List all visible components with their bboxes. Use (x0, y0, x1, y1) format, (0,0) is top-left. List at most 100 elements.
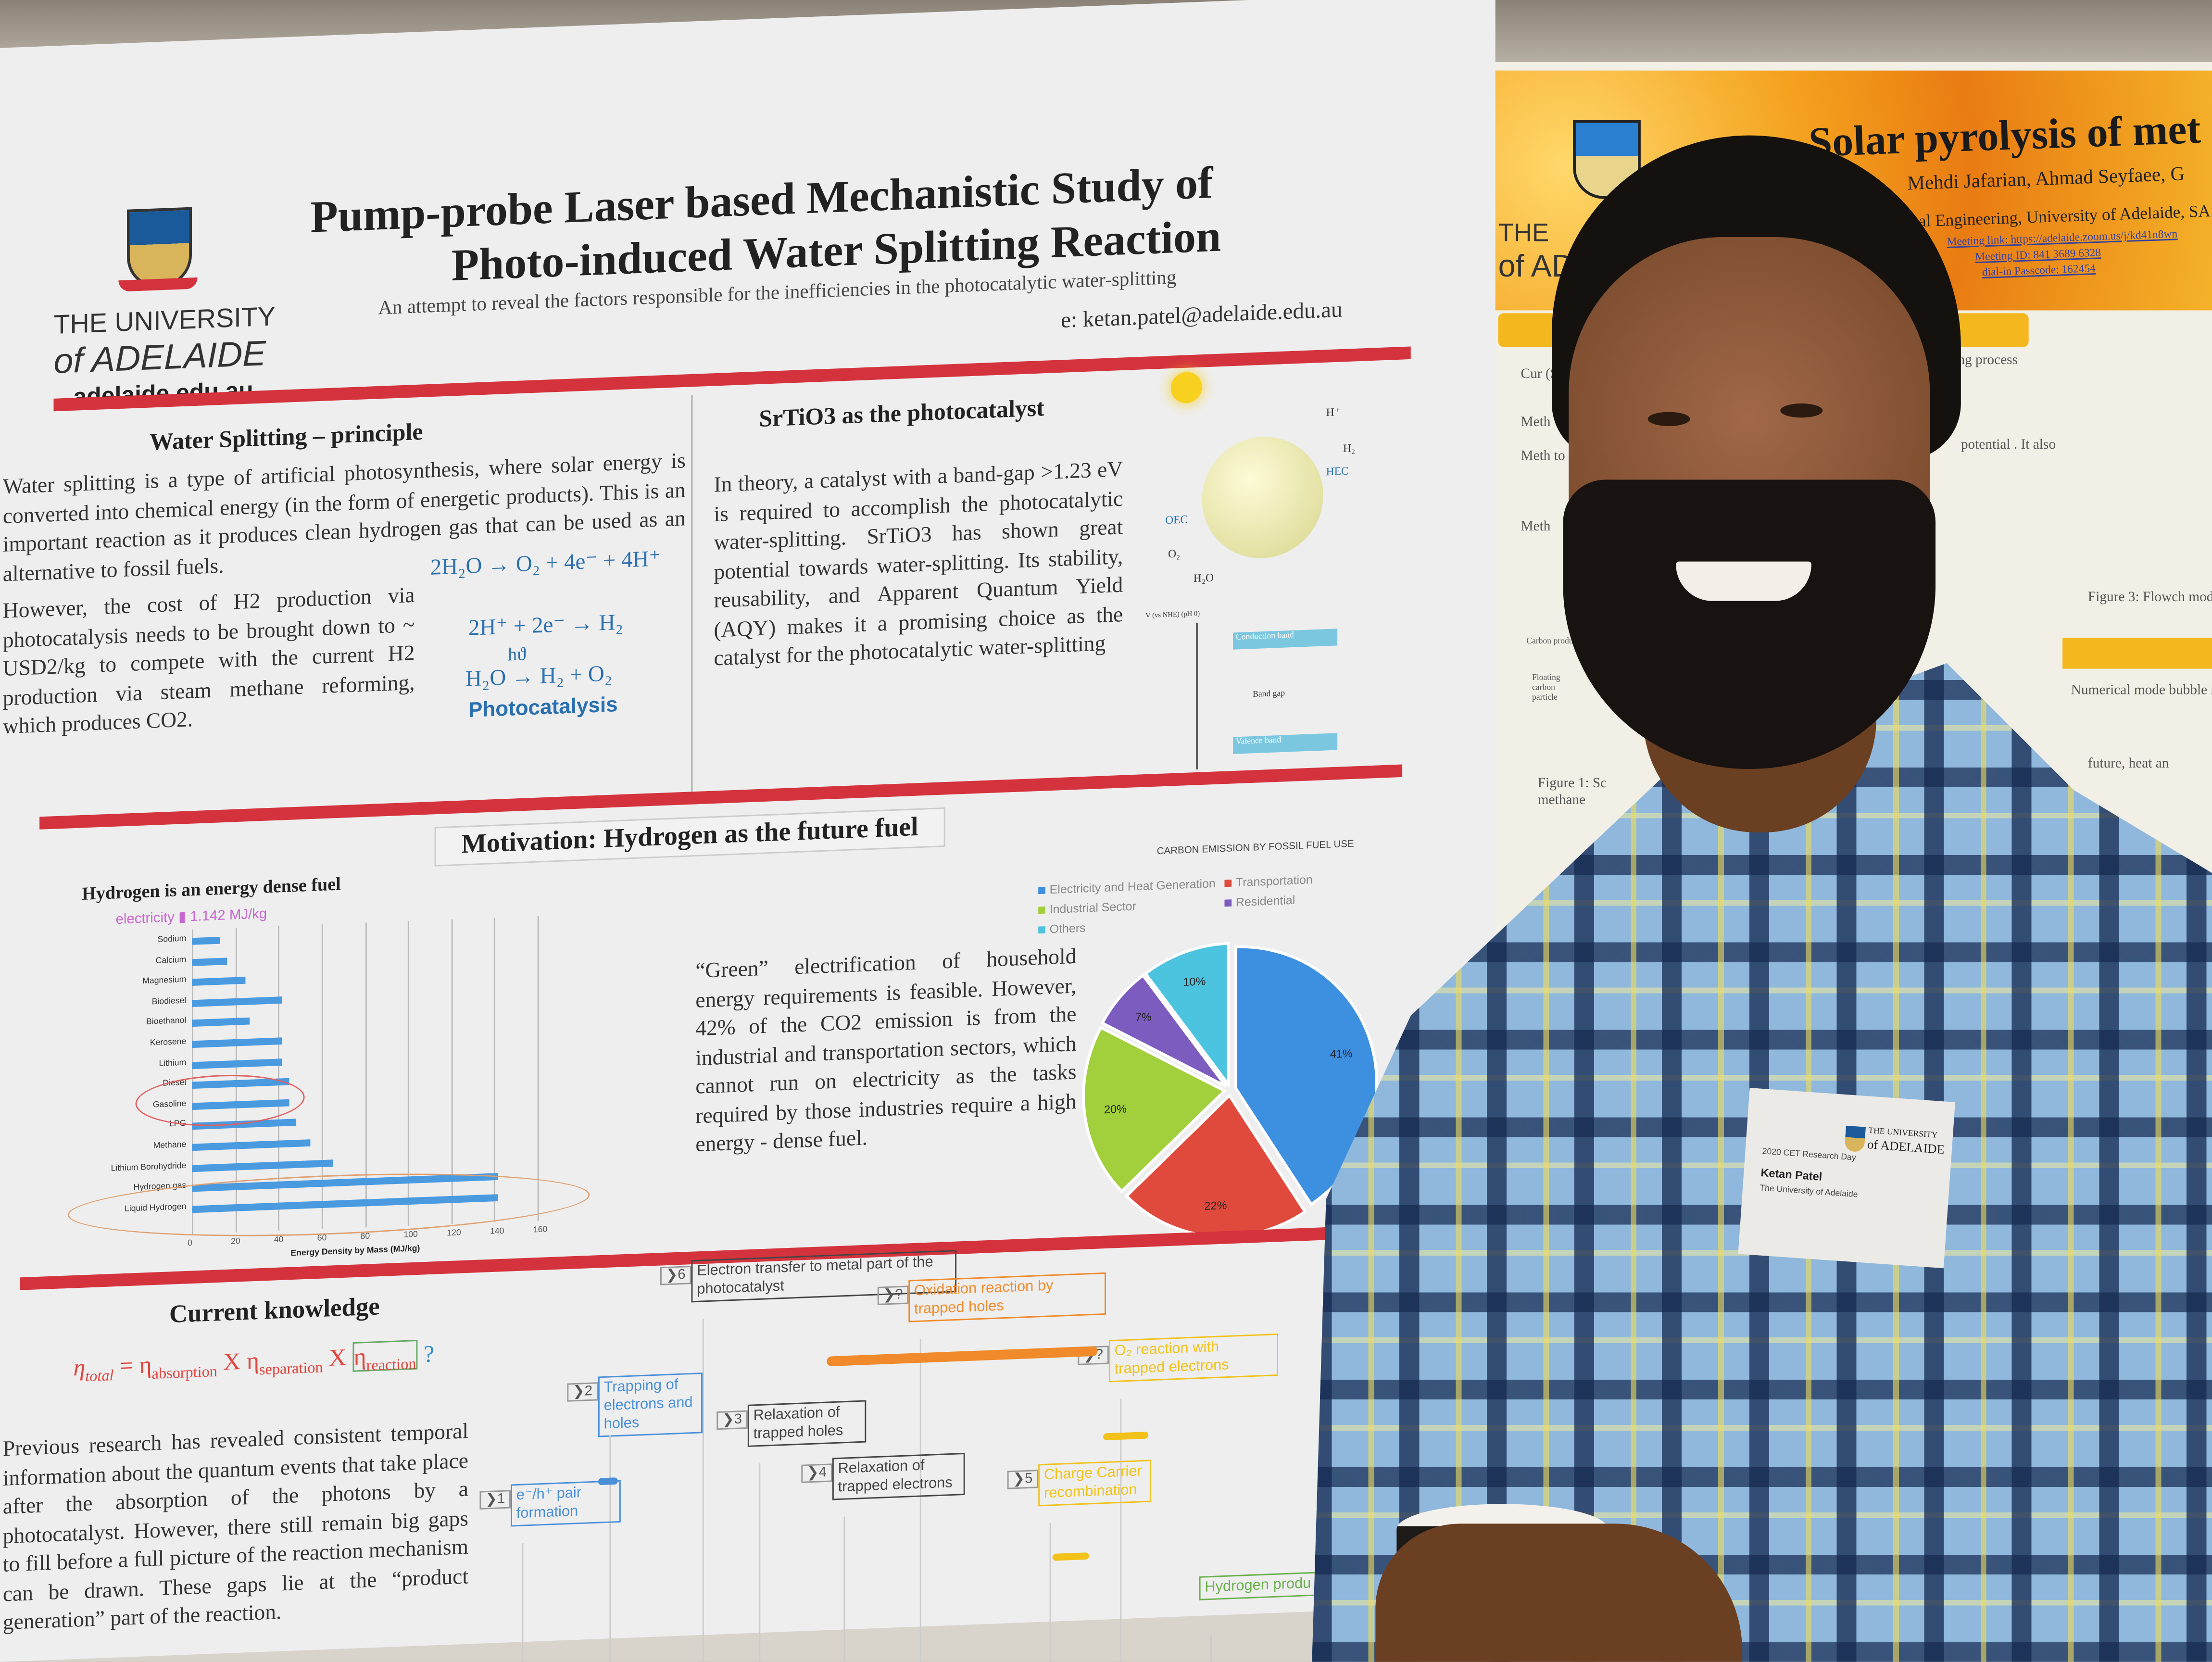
timeline-line (843, 1516, 845, 1662)
current-knowledge-para: Previous research has revealed consisten… (2, 1420, 468, 1635)
background-poster-text: Floating carbon particle (1532, 674, 1560, 703)
category-label: Calcium (155, 956, 187, 966)
pie-data-label: 10% (1183, 975, 1206, 988)
step-marker: ❯? (877, 1285, 909, 1305)
eq-sub: separation (259, 1359, 323, 1379)
legend-item: Industrial Sector (1038, 899, 1136, 917)
timeline-event: Hydrogen produ (1199, 1572, 1323, 1600)
band-label: Band gap (1253, 690, 1285, 700)
x-tick-label: 100 (403, 1231, 418, 1240)
band-label: Valence band (1235, 736, 1282, 747)
legend-swatch (1224, 899, 1232, 907)
photocatalyst-particle-diagram (1202, 434, 1323, 561)
step-marker: ❯6 (660, 1266, 691, 1285)
eq-sub: total (85, 1367, 114, 1386)
pie-slice-industrial-sector (1082, 1025, 1227, 1194)
eq-op: X (323, 1344, 352, 1372)
timeline-line (759, 1463, 761, 1662)
duration-bar (1052, 1552, 1089, 1561)
highlight-ellipse (67, 1165, 590, 1245)
hand (1375, 1524, 1743, 1662)
pie-slice-residential (1100, 973, 1227, 1088)
eq-op: = (113, 1352, 139, 1380)
eq-term: η (139, 1351, 152, 1379)
badge-org: The University of Adelaide (1759, 1184, 1858, 1200)
bar-biodiesel (191, 996, 283, 1007)
legend-item: Residential (1224, 893, 1295, 909)
badge-name: Ketan Patel (1760, 1166, 1823, 1184)
pie-data-label: 41% (1330, 1047, 1353, 1060)
eq-sub: reaction (366, 1356, 416, 1375)
diagram-label: H₂ (1343, 441, 1356, 455)
background-poster-yellow-strip (2062, 638, 2212, 669)
bar-lithium (191, 1058, 283, 1069)
badge-event: 2020 CET Research Day (1761, 1148, 1857, 1163)
efficiency-equation: ηtotal = ηabsorption X ηseparation X ηre… (74, 1339, 435, 1386)
gridline (537, 916, 539, 1221)
name-badge: THE UNIVERSITY of ADELAIDE 2020 CET Rese… (1738, 1088, 1955, 1269)
step-marker: ❯1 (479, 1490, 511, 1510)
diagram-label: O₂ (1168, 547, 1181, 561)
eq-question: ? (417, 1340, 435, 1368)
eq-term: η (353, 1343, 366, 1371)
category-label: LPG (169, 1121, 187, 1130)
srtio3-heading: SrTiO3 as the photocatalyst (759, 394, 1044, 432)
step-marker: ❯5 (1007, 1470, 1039, 1489)
eq-op: X (217, 1347, 247, 1376)
category-label: Methane (153, 1141, 187, 1151)
timeline-line (522, 1543, 524, 1662)
timeline-event: Relaxation of trapped electrons (832, 1452, 965, 1500)
timeline-event: Relaxation of trapped holes (747, 1400, 867, 1447)
bar-calcium (191, 957, 226, 966)
background-poster-text: potential . It also (1961, 437, 2056, 453)
timeline-line (702, 1319, 704, 1662)
sun-icon (1170, 371, 1202, 404)
right-eye (1780, 403, 1823, 418)
timeline-event: Charge Carrier recombination (1038, 1460, 1151, 1507)
x-tick-label: 120 (447, 1229, 461, 1239)
background-poster-text: Numerical mode bubble rising vel against… (2071, 682, 2212, 699)
pie-data-label: 22% (1205, 1199, 1227, 1212)
background-poster-text: Figure 3: Flowch modelling of n (2087, 590, 2212, 605)
legend-swatch (1224, 880, 1232, 887)
srtio3-para: In theory, a catalyst with a band-gap >1… (714, 457, 1123, 671)
legend-label: Industrial Sector (1049, 898, 1136, 917)
category-label: Lithium (159, 1058, 187, 1069)
bar-methane (191, 1139, 311, 1151)
x-tick-label: 60 (317, 1234, 327, 1244)
category-label: Sodium (157, 935, 187, 945)
background-poster-text: Meth (1521, 519, 1551, 535)
category-label: Biodiesel (151, 997, 187, 1007)
band-label: V (vs NHE) (pH 0) (1145, 611, 1200, 621)
timeline-event: O₂ reaction with trapped electrons (1108, 1333, 1278, 1383)
timeline-event: e⁻/h⁺ pair formation (510, 1480, 621, 1527)
background-poster-text: Carbon product (1526, 638, 1580, 646)
carbon-emission-pie-chart: 41% 22% 20% 7% 10% (1082, 942, 1378, 1238)
legend-swatch (1038, 926, 1045, 934)
main-poster: THE UNIVERSITY of ADELAIDE adelaide.edu.… (0, 0, 1496, 1662)
pie-data-label: 20% (1104, 1103, 1127, 1116)
band-diagram-axis (1196, 622, 1198, 770)
eq-term: η (246, 1347, 259, 1375)
step-marker: ❯3 (716, 1410, 748, 1430)
category-label: Lithium Borohydride (111, 1161, 187, 1173)
timeline-line (609, 1435, 611, 1662)
step-marker: ❯4 (801, 1463, 832, 1483)
legend-label: Residential (1235, 893, 1295, 909)
step-marker: ❯2 (567, 1382, 598, 1402)
bar-bioethanol (191, 1018, 251, 1028)
legend-item: Others (1038, 920, 1086, 936)
timeline-line (919, 1338, 921, 1662)
green-electrification-para: “Green” electrification of household ene… (695, 944, 1077, 1157)
poster-email: e: ketan.patel@adelaide.edu.au (1061, 298, 1343, 333)
diagram-label: OEC (1165, 513, 1188, 527)
x-tick-label: 140 (490, 1228, 504, 1237)
x-tick-label: 0 (188, 1240, 192, 1249)
category-label: Magnesium (142, 976, 187, 987)
legend-item: Transportation (1224, 872, 1313, 890)
pie-slice-others (1144, 942, 1230, 1089)
badge-crest-icon (1844, 1125, 1866, 1153)
bar-sodium (191, 937, 220, 945)
legend-label: Electricity and Heat Generation (1049, 876, 1216, 897)
